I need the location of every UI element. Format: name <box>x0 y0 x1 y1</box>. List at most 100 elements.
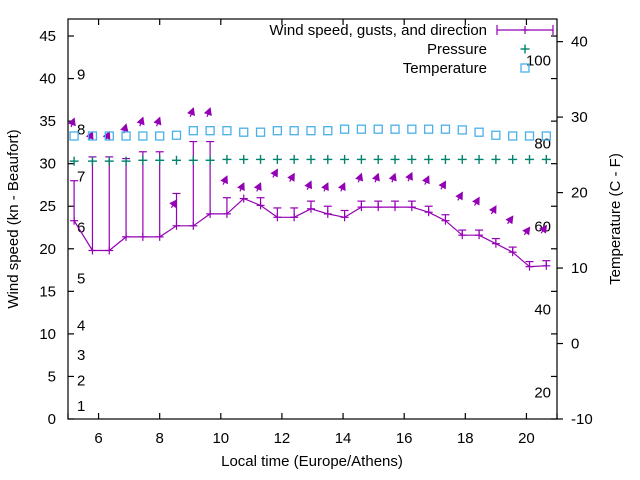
pressure-marker <box>373 154 383 164</box>
x-axis-title: Local time (Europe/Athens) <box>221 453 403 470</box>
pressure-marker <box>491 154 501 164</box>
pressure-marker <box>222 154 232 164</box>
arrow-head <box>539 224 548 234</box>
wind-direction-arrow <box>287 172 295 182</box>
wind-direction-arrow <box>321 182 329 192</box>
x-tick-label: 10 <box>212 430 229 447</box>
wind-speed-markers <box>70 194 551 271</box>
y2-tick-label: 20 <box>571 185 588 202</box>
x-tick-label: 8 <box>156 430 164 447</box>
arrow-head <box>337 182 346 192</box>
y2-axis-tick-labels: -10 0 10 20 30 40 <box>571 34 593 428</box>
y-axis-tick-labels: 0 5 10 15 20 25 30 35 40 45 <box>39 28 56 428</box>
legend-marker <box>520 63 530 73</box>
fahrenheit-label: 100 <box>526 53 551 70</box>
x-tick-label: 16 <box>396 430 413 447</box>
pressure-marker <box>239 154 249 164</box>
arrow-head <box>287 172 295 182</box>
temperature-marker <box>138 131 148 141</box>
temperature-marker <box>205 126 215 136</box>
beaufort-label: 8 <box>77 122 85 139</box>
wind-direction-arrow <box>237 182 245 192</box>
temperature-marker <box>272 126 283 136</box>
temperature-marker <box>155 131 165 141</box>
beaufort-label: 9 <box>77 66 85 83</box>
beaufort-label: 7 <box>77 168 85 185</box>
temperature-marker <box>239 127 249 137</box>
legend-marker <box>496 25 554 35</box>
y2-axis-title: Temperature (C - F) <box>607 153 624 285</box>
temperature-marker <box>373 124 383 134</box>
beaufort-label: 5 <box>77 271 85 288</box>
wind-direction-arrow <box>472 196 480 206</box>
arrow-head <box>372 172 380 182</box>
temperature-marker <box>87 131 98 141</box>
wind-direction-arrow <box>405 171 413 182</box>
wind-direction-arrow <box>67 117 76 128</box>
arrow-head <box>136 116 145 126</box>
wind-direction-arrow <box>539 224 548 234</box>
temperature-marker <box>323 126 333 136</box>
wind-direction-arrow <box>355 172 364 183</box>
pressure-marker <box>205 155 215 165</box>
wind-direction-arrow <box>438 180 447 190</box>
legend-label: Temperature <box>403 60 487 77</box>
chart-legend: Wind speed, gusts, and direction Pressure… <box>269 22 554 77</box>
arrow-head <box>67 117 76 127</box>
y-tick-label: 15 <box>39 283 56 300</box>
pressure-marker <box>508 154 518 164</box>
temperature-marker <box>423 124 434 134</box>
wind-direction-arrow <box>85 131 94 141</box>
y2-tick-label: 30 <box>571 109 588 126</box>
temperature-marker <box>69 131 79 141</box>
y-tick-label: 20 <box>39 241 56 258</box>
y-tick-label: 0 <box>48 411 56 428</box>
y-tick-label: 10 <box>39 326 56 343</box>
y-tick-label: 45 <box>39 28 56 45</box>
pressure-marker <box>390 154 400 164</box>
pressure-marker <box>340 154 350 164</box>
wind-direction-arrow <box>304 180 312 190</box>
temperature-marker <box>491 130 501 140</box>
temperature-marker <box>171 130 182 140</box>
legend-label: Pressure <box>427 41 487 58</box>
arrow-head <box>187 107 195 117</box>
wind-direction-arrow <box>253 182 262 192</box>
wind-direction-arrow <box>455 191 463 201</box>
pressure-marker <box>87 156 97 166</box>
fahrenheit-label: 40 <box>534 302 551 319</box>
arrow-head <box>203 107 212 117</box>
beaufort-label: 4 <box>77 317 85 334</box>
arrow-head <box>522 226 531 236</box>
arrow-head <box>253 182 262 192</box>
x-tick-label: 6 <box>94 430 102 447</box>
arrow-head <box>388 172 397 182</box>
x-tick-label: 14 <box>335 430 352 447</box>
arrow-head <box>405 171 413 181</box>
legend-label: Wind speed, gusts, and direction <box>269 22 487 39</box>
arrow-head <box>169 199 178 209</box>
temperature-marker <box>222 126 232 136</box>
pressure-marker <box>457 154 467 164</box>
temperature-marker <box>524 131 535 141</box>
arrow-head <box>85 131 94 140</box>
temperature-marker <box>121 131 131 141</box>
pressure-marker <box>356 154 366 164</box>
pressure-marker <box>440 154 450 164</box>
pressure-marker <box>524 154 534 164</box>
temperature-marker <box>474 127 484 137</box>
pressure-marker <box>188 155 198 165</box>
pressure-marker <box>69 156 79 166</box>
temperature-marker <box>440 124 451 134</box>
temperature-marker <box>188 126 198 136</box>
arrow-head <box>220 175 228 185</box>
y-axis-title: Wind speed (kn - Beaufort) <box>5 129 22 308</box>
pressure-marker <box>424 154 434 164</box>
wind-direction-arrow <box>488 205 497 215</box>
pressure-markers <box>69 154 551 166</box>
y-tick-label: 5 <box>48 368 56 385</box>
y-tick-label: 40 <box>39 71 56 88</box>
wind-direction-arrow <box>153 116 162 127</box>
